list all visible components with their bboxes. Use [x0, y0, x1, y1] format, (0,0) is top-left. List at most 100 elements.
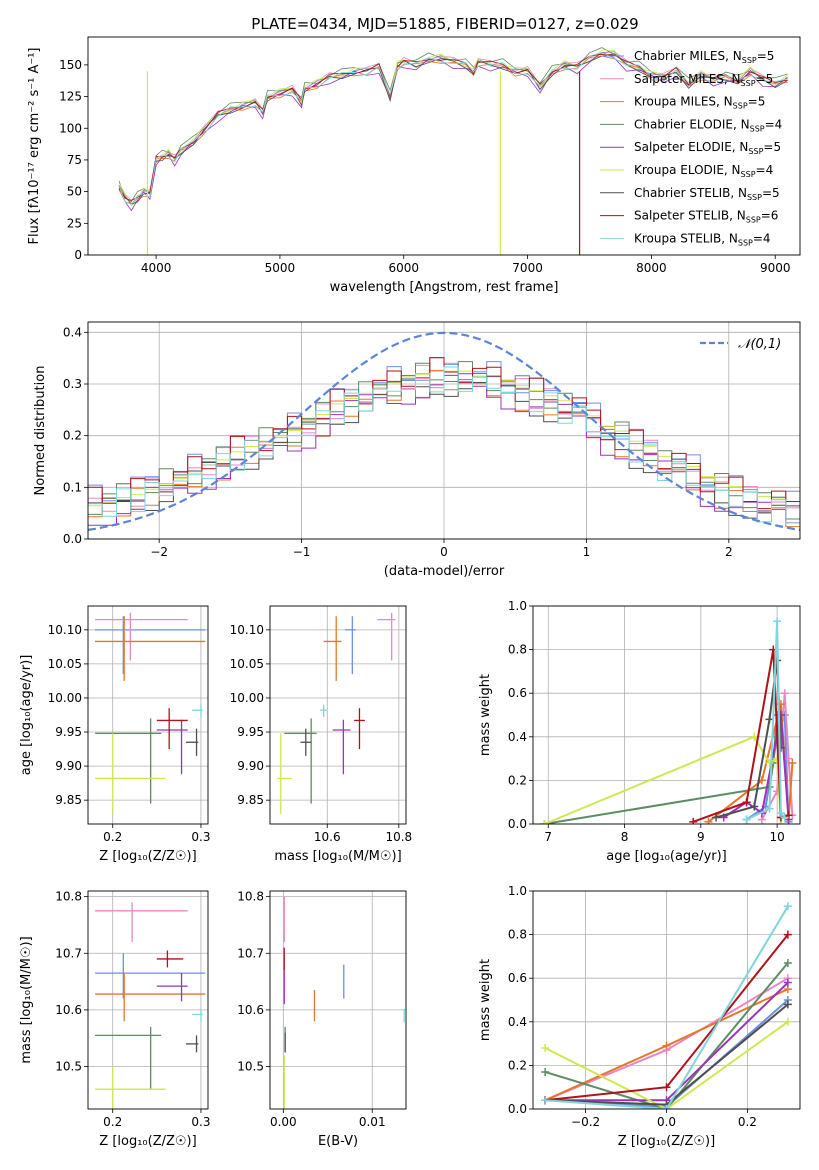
plot-area: [88, 331, 800, 539]
grid-lines: [270, 891, 406, 1109]
errorbar-point: [320, 704, 328, 718]
axes-frame: [87, 890, 209, 1110]
mass-weight-vs-age-panel: 7 8 9 10 0.0 0.2 0.4 0.6 0.8 1.0 age [log₁₀(age/yr…: [478, 599, 801, 864]
grid-lines: [270, 606, 406, 824]
axes-frame: [87, 36, 801, 256]
x-tick-label: −1: [293, 545, 311, 559]
weight-marker: [712, 813, 721, 822]
plot-area: [277, 612, 396, 814]
x-tick-label: 5000: [265, 261, 296, 275]
legend-entry: Salpeter ELODIE, NSSP=5: [634, 140, 781, 156]
errorbar-point: [277, 733, 292, 814]
errorbar-point: [156, 950, 184, 968]
y-tick-label: 0.2: [508, 773, 527, 787]
axes-frame: [269, 605, 407, 825]
weight-marker: [662, 1105, 671, 1109]
x-tick-label: 0.2: [738, 1115, 757, 1129]
y-tick-label: 1.0: [508, 884, 527, 898]
errorbar-point: [95, 902, 188, 942]
axes-frame: [532, 605, 801, 825]
y-tick-label: 9.85: [237, 793, 264, 807]
y-tick-label: 10.7: [237, 946, 264, 960]
y-axis-label: mass weight: [478, 674, 493, 756]
x-tick-label: 10.6: [314, 830, 341, 844]
weight-marker: [541, 1043, 550, 1052]
y-tick-label: 0.4: [508, 1015, 527, 1029]
weight-marker: [780, 813, 789, 822]
x-axis-label: Z [log₁₀(Z/Z☉)]: [618, 1134, 715, 1149]
grid-lines: [88, 322, 800, 540]
errorbar-point: [284, 718, 317, 804]
errorbar-point: [185, 728, 199, 756]
legend-entry: Chabrier MILES, NSSP=5: [634, 49, 774, 65]
x-tick-label: 0.0: [657, 1115, 676, 1129]
y-axis-label: age [log₁₀(age/yr)]: [19, 655, 34, 776]
y-tick-label: 9.85: [55, 793, 82, 807]
weight-marker: [689, 817, 698, 824]
y-axis-label: Normed distribution: [33, 366, 48, 496]
mass-weight-vs-metallicity-panel: −0.2 0.0 0.2 0.0 0.2 0.4 0.6 0.8 1.0 Z [log₁₀(Z/Z…: [478, 884, 801, 1149]
figure-content: 4000 5000 6000 7000 8000 90000255075100125150…: [19, 36, 801, 1149]
y-tick-label: 0.0: [508, 1102, 527, 1116]
y-tick-label: 10.6: [55, 1003, 82, 1017]
y-tick-label: 10.10: [230, 623, 264, 637]
axes-frame: [87, 605, 209, 825]
histogram-step: [88, 357, 800, 539]
weight-marker: [783, 1017, 792, 1026]
x-tick-label: 1: [583, 545, 591, 559]
weight-marker: [788, 758, 797, 767]
x-tick-label: 8: [621, 830, 629, 844]
x-tick-label: 8000: [636, 261, 667, 275]
y-tick-label: 9.95: [55, 725, 82, 739]
y-tick-label: 10.8: [55, 890, 82, 904]
axes-frame: [532, 890, 801, 1110]
y-tick-label: 10.7: [55, 946, 82, 960]
y-tick-label: 0.2: [63, 429, 82, 443]
y-tick-label: 0.1: [63, 480, 82, 494]
mass-vs-extinction-panel: 0.00 0.01 10.5 10.6 10.7 10.8 E(B-V): [237, 890, 407, 1149]
x-tick-label: −2: [150, 545, 168, 559]
legend-entry: Salpeter STELIB, NSSP=6: [634, 209, 778, 225]
weight-marker: [783, 958, 792, 967]
errorbar-point: [156, 708, 188, 750]
y-tick-label: 10.10: [48, 623, 82, 637]
mass-vs-metallicity-panel: 0.2 0.3 10.5 10.6 10.7 10.8 Z [log₁₀(Z/Z☉)] mas…: [19, 890, 210, 1149]
x-tick-label: 0: [440, 545, 448, 559]
weight-marker: [783, 1000, 792, 1009]
errorbar-point: [95, 616, 206, 675]
x-axis-label: Z [log₁₀(Z/Z☉)]: [99, 849, 196, 864]
weight-marker: [742, 815, 751, 824]
errorbar-point: [323, 616, 342, 681]
y-tick-label: 9.90: [55, 759, 82, 773]
y-tick-label: 0.2: [508, 1058, 527, 1072]
y-tick-label: 50: [67, 185, 82, 199]
weight-marker: [541, 1067, 550, 1076]
y-tick-label: 0.6: [508, 686, 527, 700]
x-axis-label: wavelength [Angstrom, rest frame]: [330, 280, 559, 295]
residual-panel: −2 −1 0 1 2 0.0 0.1 0.2 0.3 0.4 (data-model)/error…: [33, 321, 801, 579]
y-tick-label: 10.8: [237, 890, 264, 904]
y-tick-label: 25: [67, 216, 82, 230]
x-tick-label: 0.3: [191, 1115, 210, 1129]
axes-frame: [87, 321, 801, 540]
x-tick-label: 10.8: [385, 830, 412, 844]
y-tick-label: 10.5: [55, 1060, 82, 1074]
plot-area: [283, 896, 405, 1109]
grid-lines: [88, 891, 208, 1109]
y-tick-label: 10.05: [230, 657, 264, 671]
errorbar-point: [185, 1035, 199, 1053]
plot-area: [95, 612, 206, 814]
weight-marker: [750, 802, 759, 811]
legend-entry: Salpeter MILES, NSSP=5: [634, 72, 773, 88]
y-tick-label: 125: [59, 90, 82, 104]
errorbar-point: [192, 704, 203, 718]
y-tick-label: 150: [59, 58, 82, 72]
legend-entry: Chabrier STELIB, NSSP=5: [634, 186, 780, 202]
x-axis-label: mass [log₁₀(M/M☉)]: [274, 849, 401, 864]
x-tick-label: 10: [769, 830, 784, 844]
plot-area: [95, 902, 206, 1109]
y-tick-label: 9.90: [237, 759, 264, 773]
weight-line: [545, 905, 789, 1109]
y-axis-label: mass [log₁₀(M/M☉)]: [19, 936, 34, 1063]
legend-entry: Kroupa ELODIE, NSSP=4: [634, 163, 773, 179]
